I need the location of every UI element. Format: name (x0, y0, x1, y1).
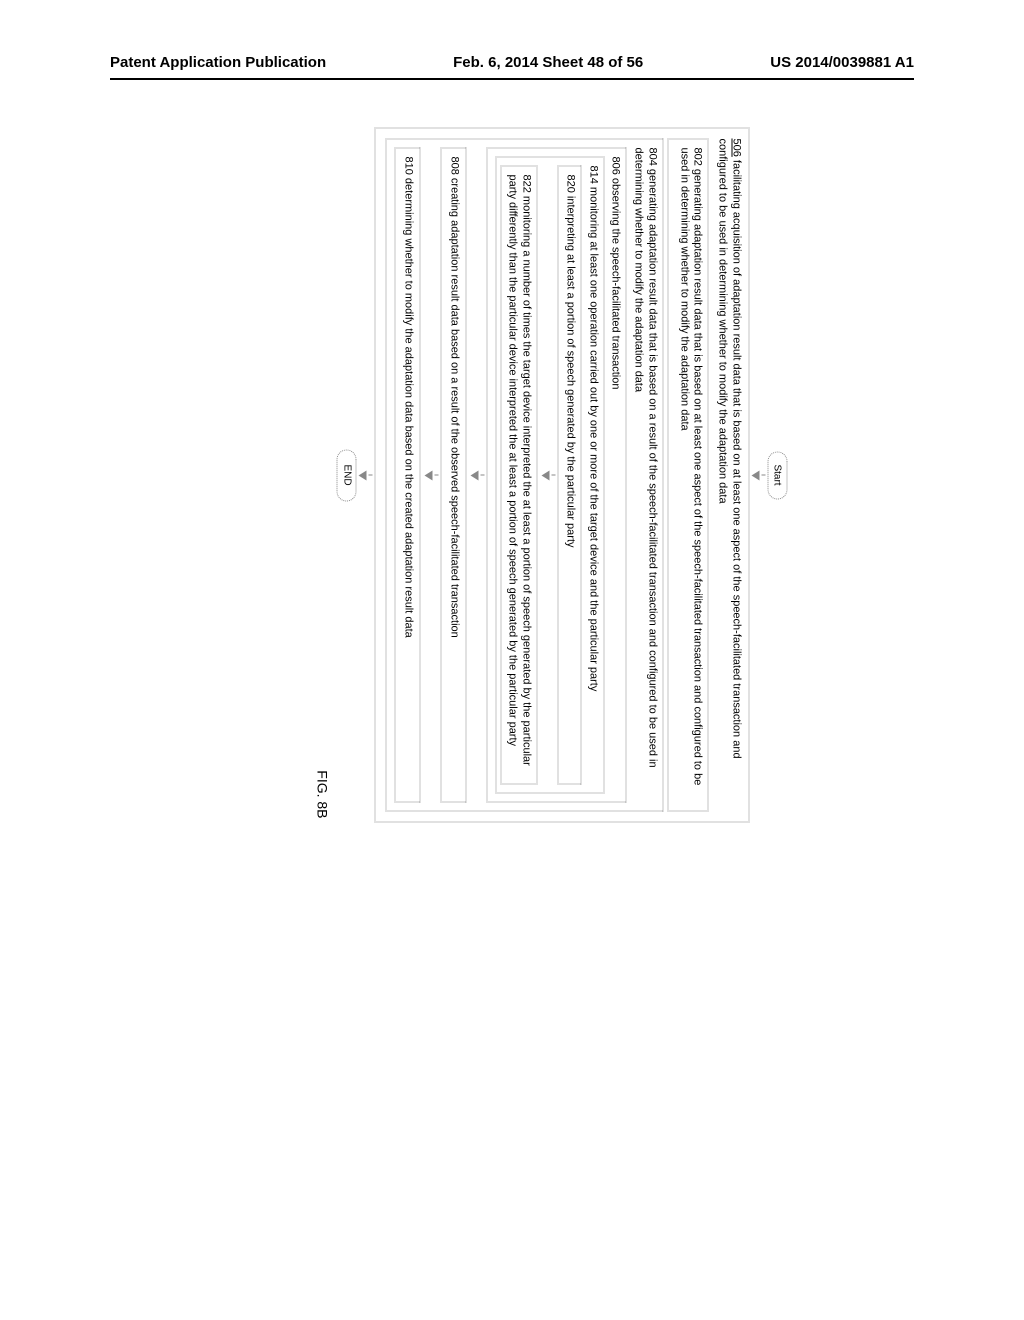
connector (425, 148, 439, 803)
step-814: 814 monitoring at least one operation ca… (495, 157, 604, 794)
step-814-text: 814 monitoring at least one operation ca… (586, 166, 600, 785)
step-810: 810 determining whether to modify the ad… (395, 148, 421, 803)
step-822: 822 monitoring a number of times the tar… (500, 166, 538, 785)
step-506-text: facilitating acquisition of adaptation r… (717, 139, 743, 759)
step-506: 506 facilitating acquisition of adaptati… (375, 128, 750, 823)
step-820-text: 820 interpreting at least a portion of s… (565, 175, 577, 548)
step-802-text: 802 generating adaptation result data th… (678, 148, 704, 786)
header-rule (110, 78, 914, 80)
connector (470, 148, 484, 803)
step-804: 804 generating adaptation result data th… (386, 139, 664, 812)
step-810-text: 810 determining whether to modify the ad… (403, 157, 415, 638)
connector (359, 128, 373, 823)
header-center: Feb. 6, 2014 Sheet 48 of 56 (453, 54, 643, 71)
step-806-text: 806 observing the speech-facilitated tra… (608, 157, 622, 794)
start-node: Start (768, 451, 788, 499)
end-label: END (341, 464, 352, 485)
page: Patent Application Publication Feb. 6, 2… (0, 0, 1024, 1320)
flowchart: Start 506 facilitating acquisition of ad… (248, 128, 788, 823)
step-804-text: 804 generating adaptation result data th… (631, 148, 659, 803)
step-822-text: 822 monitoring a number of times the tar… (507, 175, 533, 766)
figure-label: FIG. 8B (315, 128, 331, 823)
header-left: Patent Application Publication (110, 54, 326, 71)
page-header: Patent Application Publication Feb. 6, 2… (110, 54, 914, 71)
step-806: 806 observing the speech-facilitated tra… (486, 148, 627, 803)
connector (752, 128, 766, 823)
step-820: 820 interpreting at least a portion of s… (558, 166, 582, 785)
step-808: 808 creating adaptation result data base… (441, 148, 467, 803)
step-506-num: 506 (731, 139, 743, 157)
end-node: END (337, 449, 357, 501)
connector (542, 166, 556, 785)
step-808-text: 808 creating adaptation result data base… (448, 157, 460, 638)
step-506-title: 506 facilitating acquisition of adaptati… (715, 139, 743, 812)
header-right: US 2014/0039881 A1 (770, 54, 914, 71)
step-802: 802 generating adaptation result data th… (668, 139, 710, 812)
start-label: Start (772, 464, 783, 485)
